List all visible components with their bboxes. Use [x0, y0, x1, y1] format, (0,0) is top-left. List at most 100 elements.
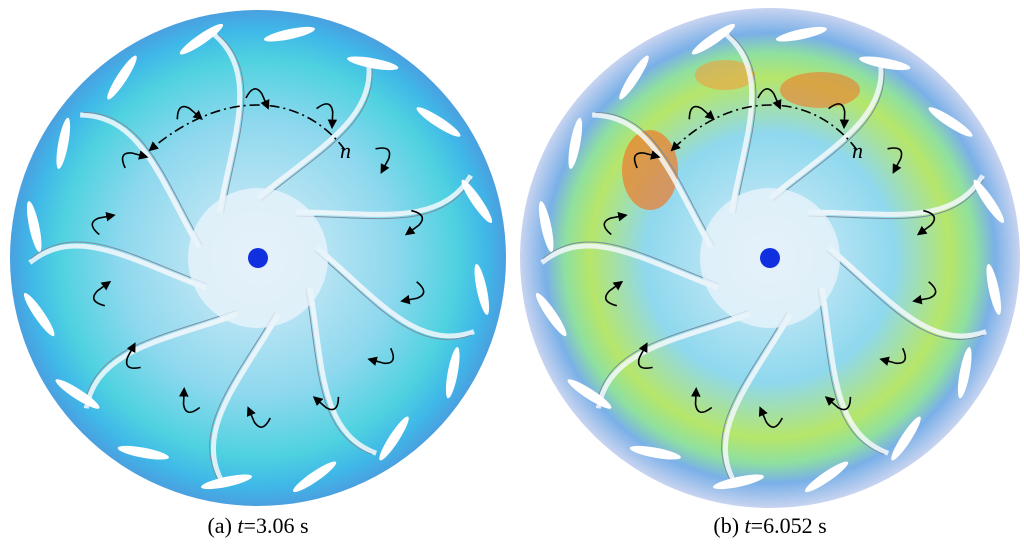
blade-edge — [721, 312, 788, 483]
flow-arrow — [912, 281, 937, 305]
flow-arrow — [121, 150, 149, 169]
blade — [211, 313, 281, 485]
rotation-label: n — [852, 138, 863, 163]
diffuser-vane — [928, 107, 973, 137]
blade — [723, 313, 793, 485]
blade — [819, 287, 890, 456]
diffuser-vane — [201, 474, 252, 490]
blade-edge — [296, 179, 472, 220]
flow-arrow — [633, 150, 661, 169]
flow-arrow — [367, 347, 395, 366]
diffuser-vane — [859, 56, 911, 71]
blade — [595, 312, 751, 409]
flow-arrow — [691, 387, 713, 413]
blade — [307, 287, 378, 456]
diffuser-vane — [179, 23, 224, 55]
flow-arrow — [603, 211, 628, 236]
impeller-a: n — [10, 10, 506, 506]
diffuser-vane — [264, 26, 315, 42]
blade — [808, 174, 985, 217]
diffuser-vane — [567, 379, 612, 409]
hub — [248, 248, 268, 268]
diffuser-vane — [568, 117, 583, 169]
blade-edge — [772, 60, 885, 202]
flow-arrow — [400, 281, 425, 305]
flow-arrow — [637, 342, 653, 369]
flow-arrow — [828, 103, 850, 130]
flow-arrow — [916, 209, 936, 236]
flow-arrow — [125, 342, 141, 369]
diffuser-vane — [379, 416, 409, 461]
flow-arrow — [91, 211, 116, 236]
blade — [768, 57, 884, 200]
blades — [535, 23, 1005, 493]
flow-arrow — [312, 396, 340, 411]
diffuser-vane — [629, 445, 681, 460]
blade-edge — [217, 34, 245, 213]
impeller-b: n — [520, 8, 1020, 508]
diffuser-vane — [107, 55, 137, 100]
flow-arrow — [604, 280, 624, 307]
flow-arrow — [92, 280, 112, 307]
flow-arrow — [176, 105, 203, 120]
rotation-arrow — [670, 104, 858, 152]
high-velocity-zone — [622, 130, 678, 210]
blade-edge — [817, 289, 885, 455]
diffuser-vane — [461, 179, 493, 224]
diffuser-vane — [973, 179, 1005, 224]
blade-edge — [30, 241, 208, 285]
caption-label: (b) — [713, 513, 739, 538]
blade-edge — [209, 312, 276, 483]
blades — [23, 23, 493, 493]
flow-arrow — [879, 347, 907, 366]
blade — [827, 245, 987, 339]
flow-arrow — [375, 147, 391, 174]
diffuser-vane — [117, 445, 169, 460]
flow-arrow — [688, 105, 715, 120]
caption-variable: t — [745, 513, 752, 538]
blade-edge — [314, 250, 472, 340]
diffuser-vane — [619, 55, 649, 100]
diffuser-vane — [26, 201, 42, 252]
blade-edge — [595, 112, 715, 246]
flow-arrow — [179, 387, 201, 413]
diffuser-vane — [776, 26, 827, 42]
blade-edge — [83, 112, 203, 246]
caption-b: (b) t=6.052 s — [713, 513, 826, 538]
blade — [296, 174, 473, 217]
diffuser-vane — [713, 474, 764, 490]
caption-a: (a) t=3.06 s — [207, 513, 308, 538]
caption-value: =6.052 s — [751, 513, 827, 538]
blade — [28, 243, 207, 291]
flow-arrow — [758, 406, 783, 428]
diffuser-vane — [445, 347, 460, 399]
diffuser-vane — [957, 347, 972, 399]
hub — [760, 248, 780, 268]
blade — [212, 32, 243, 213]
blade-edge — [305, 289, 373, 455]
blade-edge — [260, 60, 373, 202]
diffuser-vane — [538, 201, 554, 252]
flow-arrow — [404, 209, 424, 236]
diffuser-vane — [416, 107, 461, 137]
diffuser-vane — [535, 292, 567, 337]
caption-value: =3.06 s — [244, 513, 309, 538]
rotation-label: n — [340, 138, 351, 163]
diffuser-vane — [292, 461, 337, 493]
flow-arrow — [887, 147, 903, 174]
blade-edge — [729, 34, 757, 213]
blade-edge — [826, 250, 984, 340]
flow-arrow — [824, 396, 852, 411]
blade — [540, 243, 719, 291]
flow-arrow — [246, 406, 271, 428]
diffuser-vane — [23, 292, 55, 337]
caption-label: (a) — [207, 513, 231, 538]
diffuser-vane — [55, 379, 100, 409]
diffuser-vane — [474, 264, 490, 315]
diffuser-vane — [56, 117, 71, 169]
blade-edge — [542, 241, 720, 285]
rotation-arrow — [148, 104, 346, 152]
flow-arrow — [757, 88, 782, 110]
